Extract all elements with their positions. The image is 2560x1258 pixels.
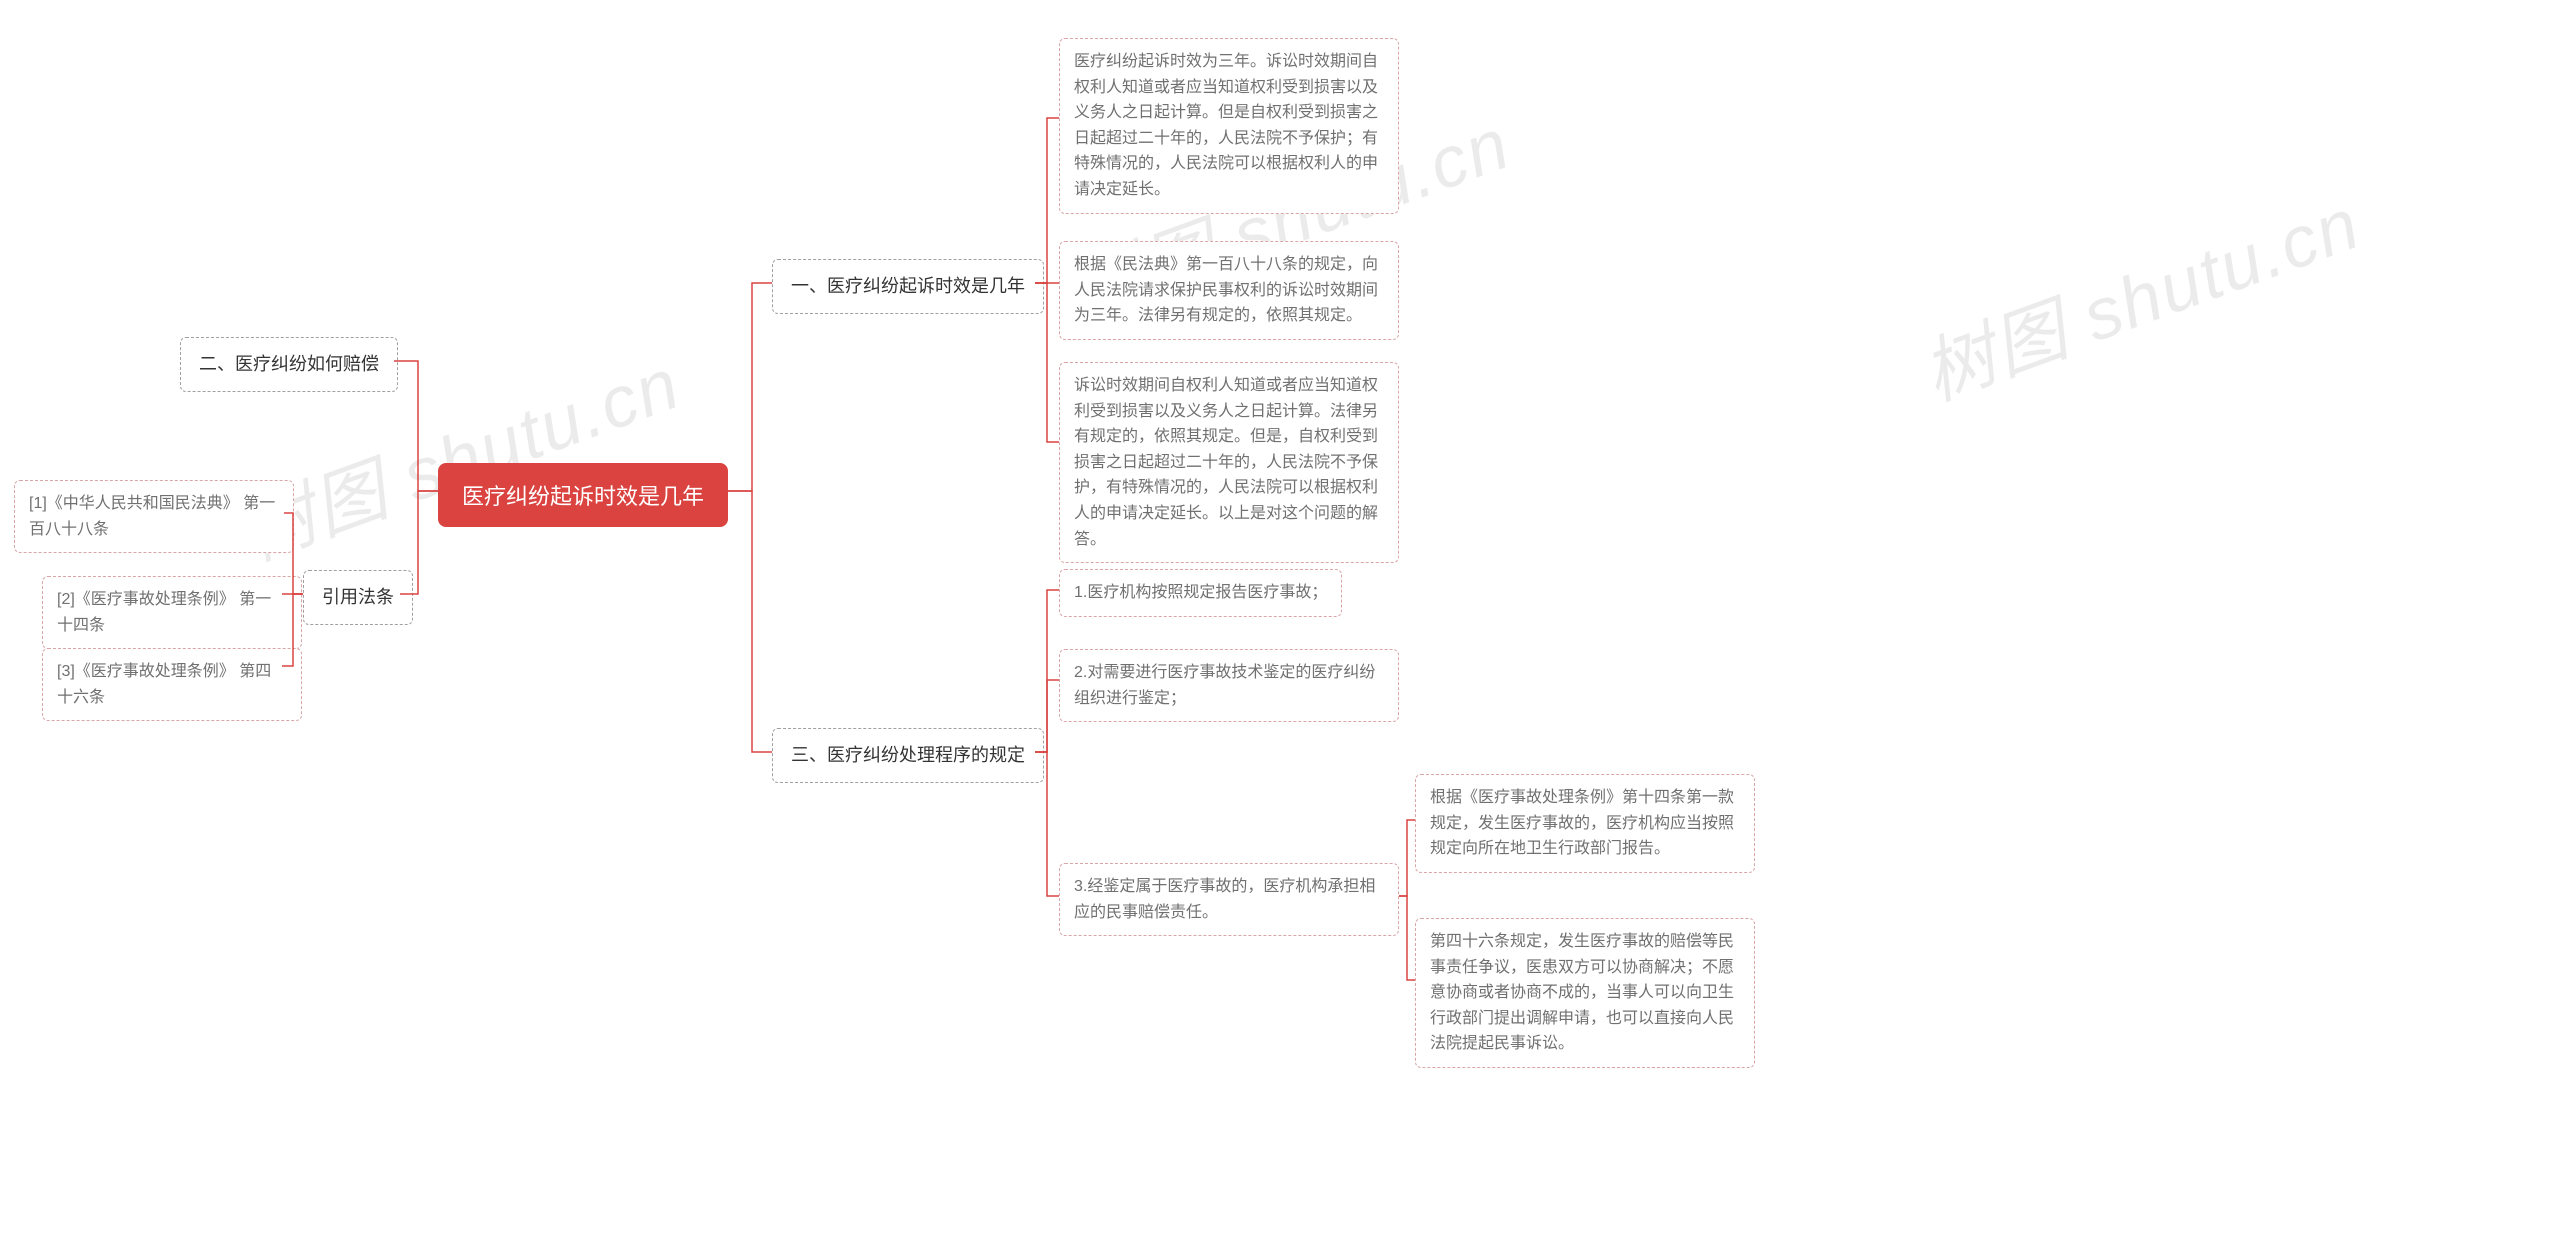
leaf-r1-0: 医疗纠纷起诉时效为三年。诉讼时效期间自权利人知道或者应当知道权利受到损害以及义务…	[1059, 38, 1399, 214]
leaf-label: 根据《民法典》第一百八十八条的规定，向人民法院请求保护民事权利的诉讼时效期间为三…	[1074, 256, 1378, 324]
leaf-label: 3.经鉴定属于医疗事故的，医疗机构承担相应的民事赔偿责任。	[1074, 878, 1375, 921]
leaf-label: 根据《医疗事故处理条例》第十四条第一款规定，发生医疗事故的，医疗机构应当按照规定…	[1430, 789, 1734, 857]
leaf-r2-2-1: 第四十六条规定，发生医疗事故的赔偿等民事责任争议，医患双方可以协商解决；不愿意协…	[1415, 918, 1755, 1068]
leaf-r2-1: 2.对需要进行医疗事故技术鉴定的医疗纠纷组织进行鉴定；	[1059, 649, 1399, 722]
leaf-label: 第四十六条规定，发生医疗事故的赔偿等民事责任争议，医患双方可以协商解决；不愿意协…	[1430, 933, 1734, 1052]
branch-left-1: 二、医疗纠纷如何赔偿	[180, 337, 398, 392]
leaf-label: [1]《中华人民共和国民法典》 第一百八十八条	[29, 495, 275, 538]
branch-label: 二、医疗纠纷如何赔偿	[199, 354, 379, 374]
branch-label: 一、医疗纠纷起诉时效是几年	[791, 276, 1025, 296]
branch-right-1: 一、医疗纠纷起诉时效是几年	[772, 259, 1044, 314]
leaf-left-2-2: [3]《医疗事故处理条例》 第四十六条	[42, 648, 302, 721]
branch-right-2: 三、医疗纠纷处理程序的规定	[772, 728, 1044, 783]
branch-left-2: 引用法条	[303, 570, 413, 625]
root-node: 医疗纠纷起诉时效是几年	[438, 463, 728, 527]
watermark: 树图 shutu.cn	[1906, 165, 2372, 420]
branch-label: 三、医疗纠纷处理程序的规定	[791, 745, 1025, 765]
leaf-label: 2.对需要进行医疗事故技术鉴定的医疗纠纷组织进行鉴定；	[1074, 664, 1375, 707]
leaf-left-2-1: [2]《医疗事故处理条例》 第一十四条	[42, 576, 302, 649]
leaf-label: 1.医疗机构按照规定报告医疗事故；	[1074, 584, 1327, 601]
leaf-r2-0: 1.医疗机构按照规定报告医疗事故；	[1059, 569, 1342, 617]
leaf-label: [2]《医疗事故处理条例》 第一十四条	[57, 591, 271, 634]
leaf-r2-2: 3.经鉴定属于医疗事故的，医疗机构承担相应的民事赔偿责任。	[1059, 863, 1399, 936]
leaf-r1-1: 根据《民法典》第一百八十八条的规定，向人民法院请求保护民事权利的诉讼时效期间为三…	[1059, 241, 1399, 340]
leaf-left-2-0: [1]《中华人民共和国民法典》 第一百八十八条	[14, 480, 294, 553]
root-label: 医疗纠纷起诉时效是几年	[462, 484, 704, 509]
leaf-r2-2-0: 根据《医疗事故处理条例》第十四条第一款规定，发生医疗事故的，医疗机构应当按照规定…	[1415, 774, 1755, 873]
leaf-label: 诉讼时效期间自权利人知道或者应当知道权利受到损害以及义务人之日起计算。法律另有规…	[1074, 377, 1378, 548]
leaf-label: 医疗纠纷起诉时效为三年。诉讼时效期间自权利人知道或者应当知道权利受到损害以及义务…	[1074, 53, 1378, 198]
branch-label: 引用法条	[322, 587, 394, 607]
leaf-label: [3]《医疗事故处理条例》 第四十六条	[57, 663, 271, 706]
leaf-r1-2: 诉讼时效期间自权利人知道或者应当知道权利受到损害以及义务人之日起计算。法律另有规…	[1059, 362, 1399, 563]
